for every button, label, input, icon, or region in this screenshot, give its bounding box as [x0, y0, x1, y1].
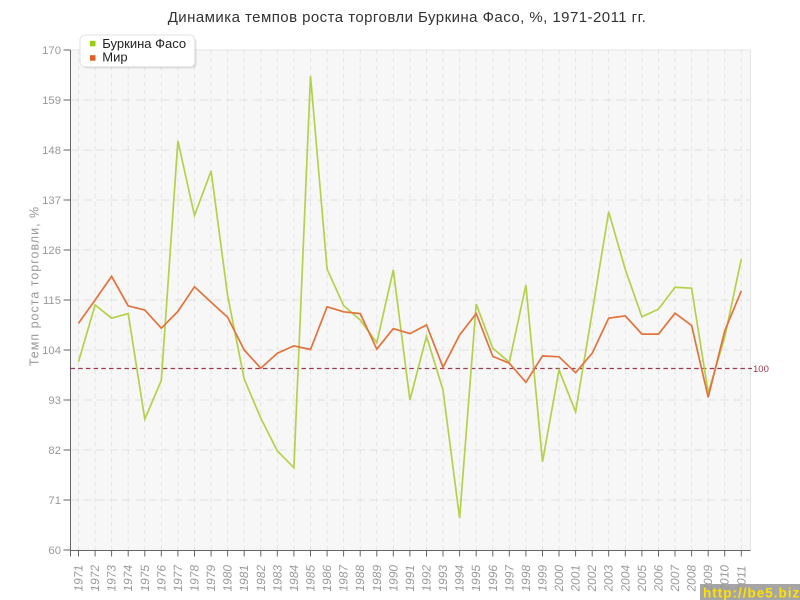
svg-text:137: 137 — [42, 195, 61, 207]
svg-text:Темп роста торговли, %: Темп роста торговли, % — [28, 206, 42, 366]
svg-text:2011: 2011 — [734, 564, 748, 592]
svg-text:71: 71 — [48, 495, 61, 507]
svg-text:1977: 1977 — [171, 563, 185, 592]
svg-text:1987: 1987 — [337, 563, 351, 592]
svg-text:1985: 1985 — [304, 563, 318, 592]
svg-text:2002: 2002 — [585, 563, 599, 592]
svg-text:2003: 2003 — [602, 563, 616, 592]
svg-text:1972: 1972 — [88, 563, 102, 592]
svg-text:1984: 1984 — [287, 563, 301, 592]
svg-text:60: 60 — [48, 545, 61, 557]
svg-text:82: 82 — [48, 445, 61, 457]
svg-text:1998: 1998 — [519, 563, 533, 592]
svg-text:1986: 1986 — [320, 563, 334, 592]
svg-text:1979: 1979 — [204, 563, 218, 592]
svg-text:2001: 2001 — [569, 563, 583, 592]
svg-text:1982: 1982 — [254, 563, 268, 592]
svg-text:1983: 1983 — [270, 563, 284, 592]
svg-text:1989: 1989 — [370, 563, 384, 592]
svg-text:126: 126 — [42, 245, 61, 257]
svg-text:1981: 1981 — [237, 563, 251, 592]
svg-text:1980: 1980 — [221, 563, 235, 592]
svg-text:1991: 1991 — [403, 563, 417, 592]
svg-text:104: 104 — [42, 345, 61, 357]
svg-text:1988: 1988 — [353, 563, 367, 592]
svg-text:1999: 1999 — [536, 563, 550, 592]
svg-text:1994: 1994 — [453, 563, 467, 592]
svg-text:1975: 1975 — [138, 563, 152, 592]
svg-text:100: 100 — [753, 364, 769, 375]
svg-text:http://be5.biz/: http://be5.biz/ — [703, 586, 800, 600]
svg-text:2000: 2000 — [552, 563, 566, 592]
svg-text:1973: 1973 — [105, 563, 119, 592]
svg-text:1993: 1993 — [436, 563, 450, 592]
svg-text:159: 159 — [42, 95, 61, 107]
svg-text:115: 115 — [43, 295, 61, 307]
svg-text:1996: 1996 — [486, 563, 500, 592]
svg-text:Динамика темпов роста торговли: Динамика темпов роста торговли Буркина Ф… — [168, 9, 647, 26]
svg-text:1974: 1974 — [121, 563, 135, 592]
svg-text:2004: 2004 — [618, 563, 632, 592]
svg-text:Буркина Фасо: Буркина Фасо — [102, 36, 186, 51]
svg-text:1990: 1990 — [386, 563, 400, 592]
svg-text:2006: 2006 — [652, 563, 666, 592]
svg-text:2010: 2010 — [718, 563, 732, 592]
svg-text:1992: 1992 — [420, 563, 434, 592]
svg-text:2009: 2009 — [701, 563, 715, 592]
svg-text:2005: 2005 — [635, 563, 649, 592]
svg-text:2008: 2008 — [685, 563, 699, 592]
svg-text:1971: 1971 — [72, 563, 86, 592]
svg-text:1976: 1976 — [154, 563, 168, 592]
svg-text:1997: 1997 — [502, 563, 516, 592]
svg-text:1978: 1978 — [188, 563, 202, 592]
svg-text:2007: 2007 — [668, 563, 682, 592]
svg-text:Мир: Мир — [102, 49, 127, 64]
svg-text:93: 93 — [48, 395, 61, 407]
svg-text:148: 148 — [42, 145, 61, 157]
svg-text:1995: 1995 — [469, 563, 483, 592]
svg-text:170: 170 — [42, 45, 61, 57]
